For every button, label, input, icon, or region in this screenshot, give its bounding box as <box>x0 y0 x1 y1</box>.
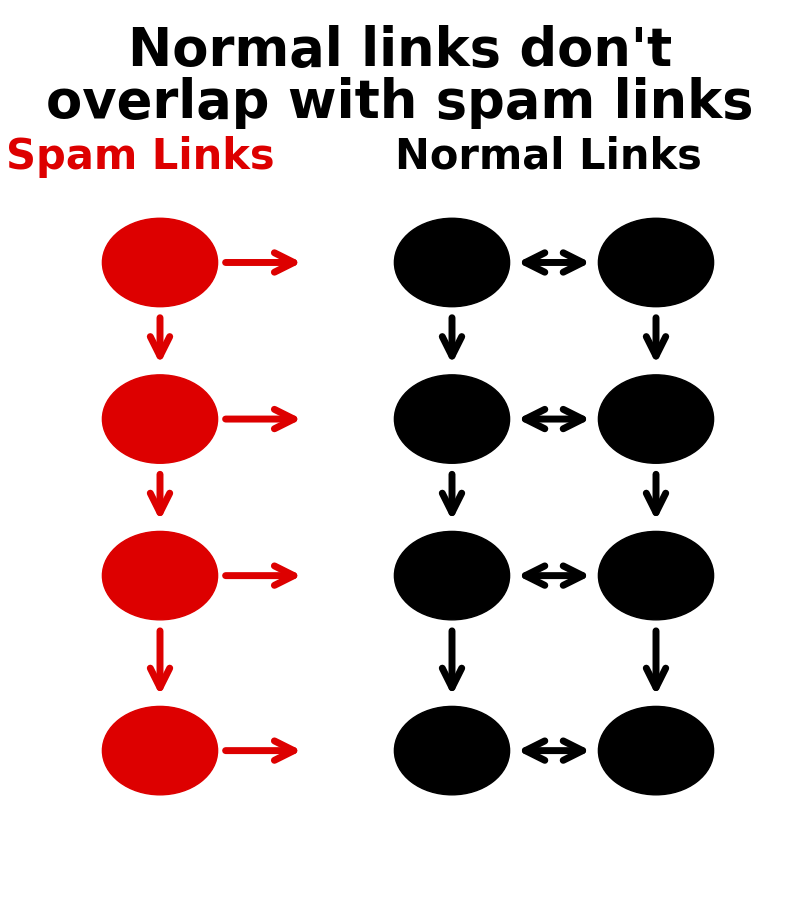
Ellipse shape <box>102 375 218 463</box>
Ellipse shape <box>394 531 510 620</box>
Ellipse shape <box>102 531 218 620</box>
Text: Normal links don't: Normal links don't <box>128 25 672 76</box>
Ellipse shape <box>394 218 510 307</box>
Ellipse shape <box>598 218 714 307</box>
Ellipse shape <box>598 706 714 795</box>
Ellipse shape <box>102 706 218 795</box>
Ellipse shape <box>394 375 510 463</box>
Ellipse shape <box>394 706 510 795</box>
Text: Spam Links: Spam Links <box>6 135 274 178</box>
Text: overlap with spam links: overlap with spam links <box>46 77 754 129</box>
Ellipse shape <box>598 375 714 463</box>
Ellipse shape <box>102 218 218 307</box>
Text: Normal Links: Normal Links <box>394 135 702 178</box>
Ellipse shape <box>598 531 714 620</box>
